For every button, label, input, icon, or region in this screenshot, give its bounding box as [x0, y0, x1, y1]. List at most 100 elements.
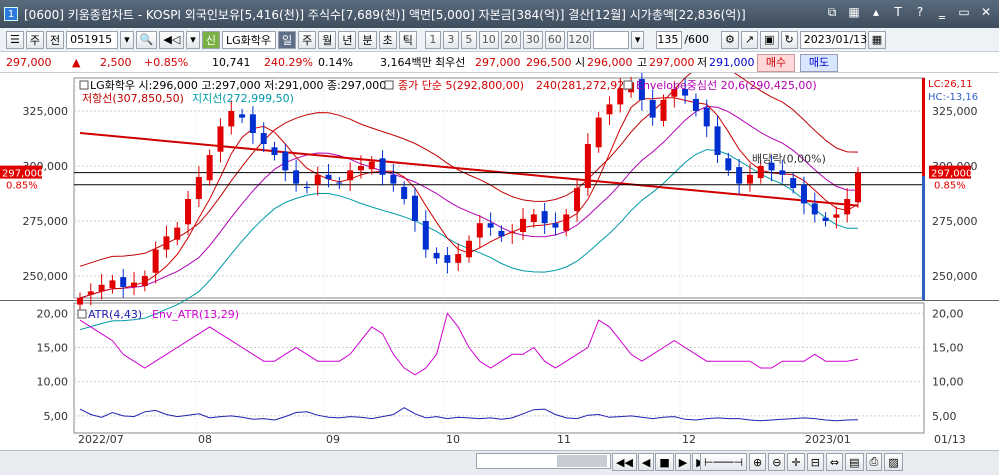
- atr-line: [79, 407, 859, 422]
- minute-3-button[interactable]: 3: [442, 30, 459, 49]
- candle-body: [649, 100, 656, 118]
- candle-body: [401, 186, 408, 199]
- grid-icon[interactable]: ▦: [848, 5, 860, 19]
- volume-ratio: 240.29%: [264, 55, 313, 69]
- dropdown-icon[interactable]: ▾: [186, 30, 200, 49]
- horizontal-scrollbar[interactable]: [476, 453, 611, 469]
- split-icon[interactable]: ⊟: [806, 453, 824, 471]
- candle-body: [757, 166, 764, 179]
- minute-10-button[interactable]: 10: [478, 30, 499, 49]
- current-price-tag-left-bg: [0, 165, 42, 179]
- maximize-icon[interactable]: ▭: [958, 5, 970, 19]
- stock-code-input[interactable]: 051915: [66, 30, 119, 49]
- minute-60-button[interactable]: 60: [544, 30, 565, 49]
- candle-body: [563, 214, 570, 231]
- minute-30-button[interactable]: 30: [522, 30, 543, 49]
- sound-icon[interactable]: ◀◁: [159, 30, 185, 49]
- candle-body: [368, 161, 375, 170]
- candle-body: [282, 151, 289, 171]
- zoom-in-icon[interactable]: ⊕: [749, 453, 767, 471]
- dividend-label: 배당락(0,00%): [752, 153, 826, 166]
- settings-icon[interactable]: ⚙: [721, 30, 739, 49]
- price-axis-tick-right: 325,000: [932, 105, 978, 118]
- candle-body: [77, 298, 83, 305]
- display-count-input[interactable]: 135: [656, 30, 683, 49]
- env-atr-line: [79, 312, 859, 376]
- atr-axis-tick-right: 5,00: [932, 410, 957, 423]
- atr-axis-tick-left: 15,00: [37, 341, 69, 354]
- stop-icon[interactable]: ■: [655, 453, 674, 471]
- buy-button[interactable]: 매수: [757, 54, 795, 72]
- sell-button[interactable]: 매도: [800, 54, 838, 72]
- legend-atr: ATR(4,43): [88, 308, 142, 321]
- menu-icon[interactable]: ☰: [6, 30, 24, 49]
- tab-period-tick[interactable]: 틱: [398, 30, 417, 49]
- candle-body: [314, 174, 321, 185]
- tab-period-week[interactable]: 주: [298, 30, 317, 49]
- next-page-icon[interactable]: ▶: [674, 453, 692, 471]
- turnover-ratio: 0.14%: [318, 55, 353, 69]
- candle-body: [682, 89, 689, 96]
- candle-body: [541, 211, 548, 224]
- tab-period-month[interactable]: 월: [318, 30, 337, 49]
- link-icon[interactable]: ⧉: [827, 5, 837, 19]
- app-number-badge: 1: [4, 7, 18, 21]
- refresh-icon[interactable]: ↻: [780, 30, 798, 49]
- stock-name-field[interactable]: LG화학우: [221, 30, 276, 49]
- window-controls: ⧉ ▦ ▴ T ? ‗ ▭ ✕: [825, 5, 993, 19]
- fit-icon[interactable]: ⇔: [825, 453, 844, 471]
- close-icon[interactable]: ✕: [980, 5, 992, 19]
- tab-period-day[interactable]: 일: [277, 30, 297, 49]
- save-icon[interactable]: ▣: [760, 30, 779, 49]
- first-page-icon[interactable]: ◀◀: [612, 453, 637, 471]
- image-icon[interactable]: ▨: [884, 453, 903, 471]
- candle-body: [239, 114, 246, 118]
- type-dropdown[interactable]: 전: [46, 30, 65, 49]
- chart-area[interactable]: 325,000325,000300,000300,000275,000275,0…: [0, 62, 999, 458]
- low-price: 291,000: [709, 55, 755, 69]
- minute-120-button[interactable]: 120: [566, 30, 591, 49]
- minute-1-button[interactable]: 1: [424, 30, 441, 49]
- candle-body: [811, 203, 818, 215]
- minute-5-button[interactable]: 5: [460, 30, 477, 49]
- open-price: 296,000: [587, 55, 633, 69]
- candle-body: [357, 166, 364, 171]
- print-icon[interactable]: ⎙: [865, 453, 883, 471]
- code-dropdown-icon[interactable]: ▾: [120, 30, 134, 49]
- candle-body: [174, 227, 181, 240]
- custom-period-input[interactable]: [592, 30, 629, 49]
- best-bid: 296,500: [526, 55, 572, 69]
- atr-axis-tick-right: 20,00: [932, 307, 964, 320]
- fold-icon[interactable]: ▴: [872, 5, 880, 19]
- x-axis-tick: 08: [198, 433, 212, 446]
- minute-20-button[interactable]: 20: [500, 30, 521, 49]
- tab-period-second[interactable]: 초: [378, 30, 397, 49]
- x-axis-tick: 11: [557, 433, 571, 446]
- prev-page-icon[interactable]: ◀: [637, 453, 655, 471]
- candle-body: [271, 147, 278, 155]
- tab-period-year[interactable]: 년: [338, 30, 357, 49]
- candle-body: [141, 276, 148, 286]
- search-icon[interactable]: 🔍: [135, 30, 158, 49]
- date-input[interactable]: 2023/01/13: [799, 30, 867, 49]
- text-icon[interactable]: T: [894, 5, 902, 19]
- help-icon[interactable]: ?: [916, 5, 924, 19]
- zoom-out-icon[interactable]: ⊖: [768, 453, 786, 471]
- zoom-slider-icon[interactable]: ⊢───⊣: [700, 453, 748, 471]
- minimize-icon[interactable]: ‗: [939, 5, 945, 19]
- stock-prefix-badge: 신: [201, 30, 220, 49]
- layout-icon[interactable]: ▤: [845, 453, 864, 471]
- candle-body: [185, 199, 192, 225]
- candle-body: [530, 214, 537, 223]
- crosshair-icon[interactable]: ✛: [787, 453, 805, 471]
- price-chart-svg[interactable]: 325,000325,000300,000300,000275,000275,0…: [0, 62, 999, 458]
- custom-period-dropdown-icon[interactable]: ▾: [630, 30, 645, 49]
- period-dropdown[interactable]: 주: [25, 30, 44, 49]
- indicator-icon[interactable]: ↗: [740, 30, 759, 49]
- tab-period-minute[interactable]: 분: [358, 30, 377, 49]
- calendar-icon[interactable]: ▦: [867, 30, 887, 49]
- open-label: 시: [575, 56, 586, 69]
- candle-body: [87, 291, 94, 295]
- scrollbar-thumb[interactable]: [557, 455, 607, 467]
- price-axis-tick-left: 325,000: [23, 105, 69, 118]
